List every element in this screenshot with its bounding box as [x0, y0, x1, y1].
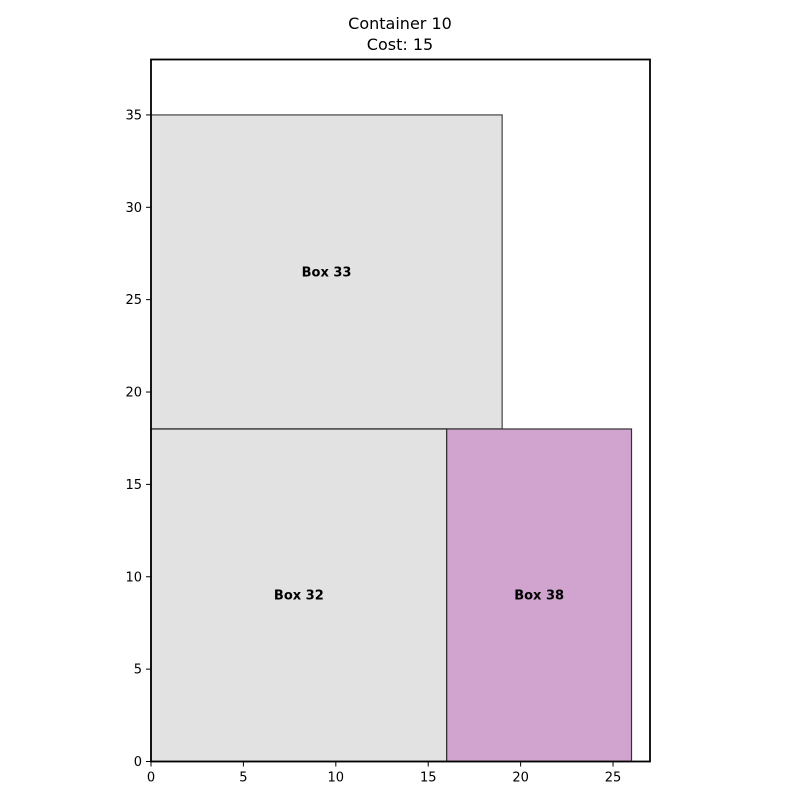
box-38: Box 38: [446, 428, 633, 763]
box-33-label: Box 33: [302, 265, 352, 280]
y-tick-label: 15: [125, 478, 142, 493]
box-32-label: Box 32: [274, 589, 324, 604]
y-tick-label: 30: [125, 201, 142, 216]
x-tick-label: 20: [512, 771, 529, 786]
box-33: Box 33: [150, 114, 503, 430]
y-tick-label: 5: [134, 663, 142, 678]
chart-subtitle: Cost: 15: [367, 35, 433, 54]
x-tick-label: 15: [420, 771, 437, 786]
chart-title: Container 10: [348, 14, 452, 33]
box-33-rect: [150, 114, 503, 430]
x-tick-label: 0: [147, 771, 155, 786]
plot-frame: [150, 58, 651, 763]
x-tick-label: 10: [328, 771, 345, 786]
y-tick-label: 20: [125, 386, 142, 401]
y-tick-label: 35: [125, 108, 142, 123]
x-tick-label: 5: [239, 771, 247, 786]
box-32: Box 32: [150, 428, 448, 763]
box-38-rect: [446, 428, 633, 763]
box-38-label: Box 38: [514, 589, 564, 604]
axes-layer: 0 5 10 15 20 25 0 5 10 15 20 25 30 35: [125, 58, 651, 786]
boxes-layer: Box 33 Box 32 Box 38: [150, 114, 633, 763]
y-tick-label: 25: [125, 293, 142, 308]
box-32-rect: [150, 428, 448, 763]
x-tick-label: 25: [605, 771, 622, 786]
y-tick-label: 0: [134, 755, 142, 770]
y-tick-label: 10: [125, 570, 142, 585]
